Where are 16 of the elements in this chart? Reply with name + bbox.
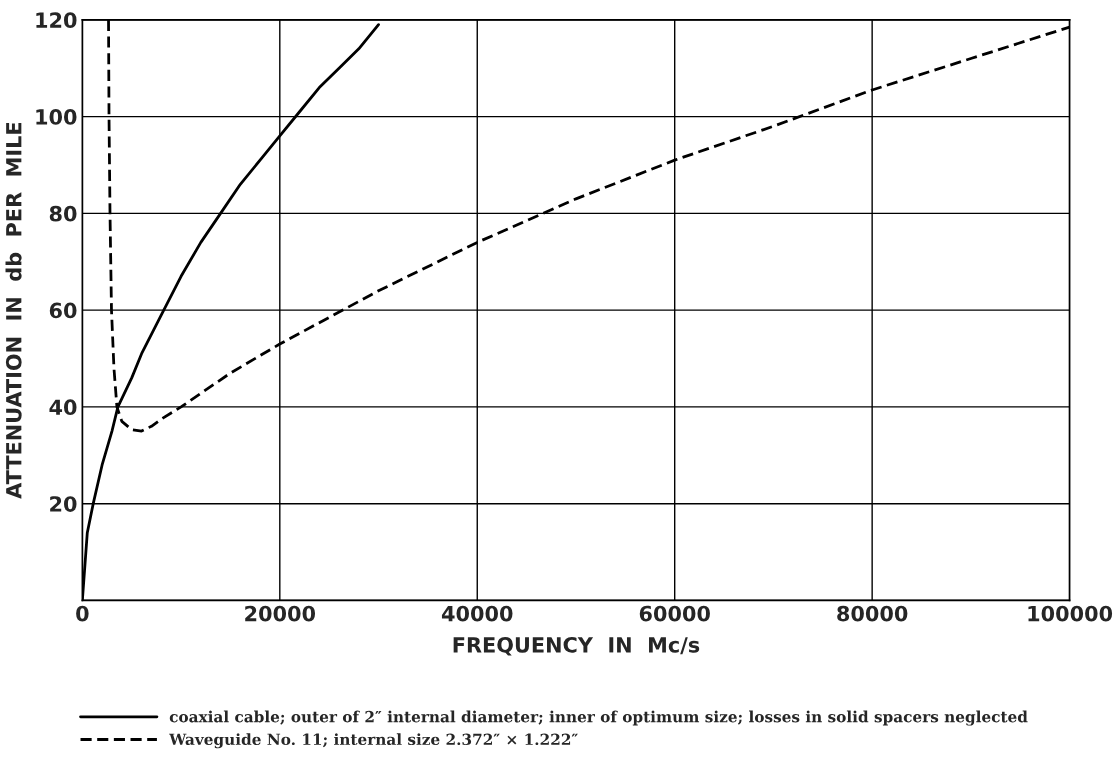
y-tick-label: 100 — [36, 109, 77, 125]
x-tick-label: 100000 — [1028, 605, 1113, 622]
x-tick-label: 40000 — [441, 605, 513, 622]
y-tick-label: 40 — [49, 399, 77, 416]
legend-label: coaxial cable; outer of 2″ internal diameter; inner of optimum size; losses in solid spacers neglected — [169, 710, 1028, 726]
x-tick-label: 0 — [76, 605, 89, 622]
y-tick-label: 60 — [49, 302, 77, 319]
x-tick-label: 60000 — [639, 605, 710, 622]
x-tick-label: 80000 — [837, 605, 908, 622]
y-tick-label: 20 — [50, 496, 77, 512]
y-axis-title: ATTENUATION IN db PER MILE — [5, 122, 22, 499]
x-tick-label: 20000 — [245, 605, 316, 622]
legend-label: Waveguide No. 11; internal size 2.372″ × 1.222″ — [169, 733, 578, 749]
y-tick-label: 120 — [36, 12, 77, 29]
x-axis-title: FREQUENCY IN Mc/s — [453, 636, 700, 656]
y-tick-label: 80 — [49, 205, 77, 222]
